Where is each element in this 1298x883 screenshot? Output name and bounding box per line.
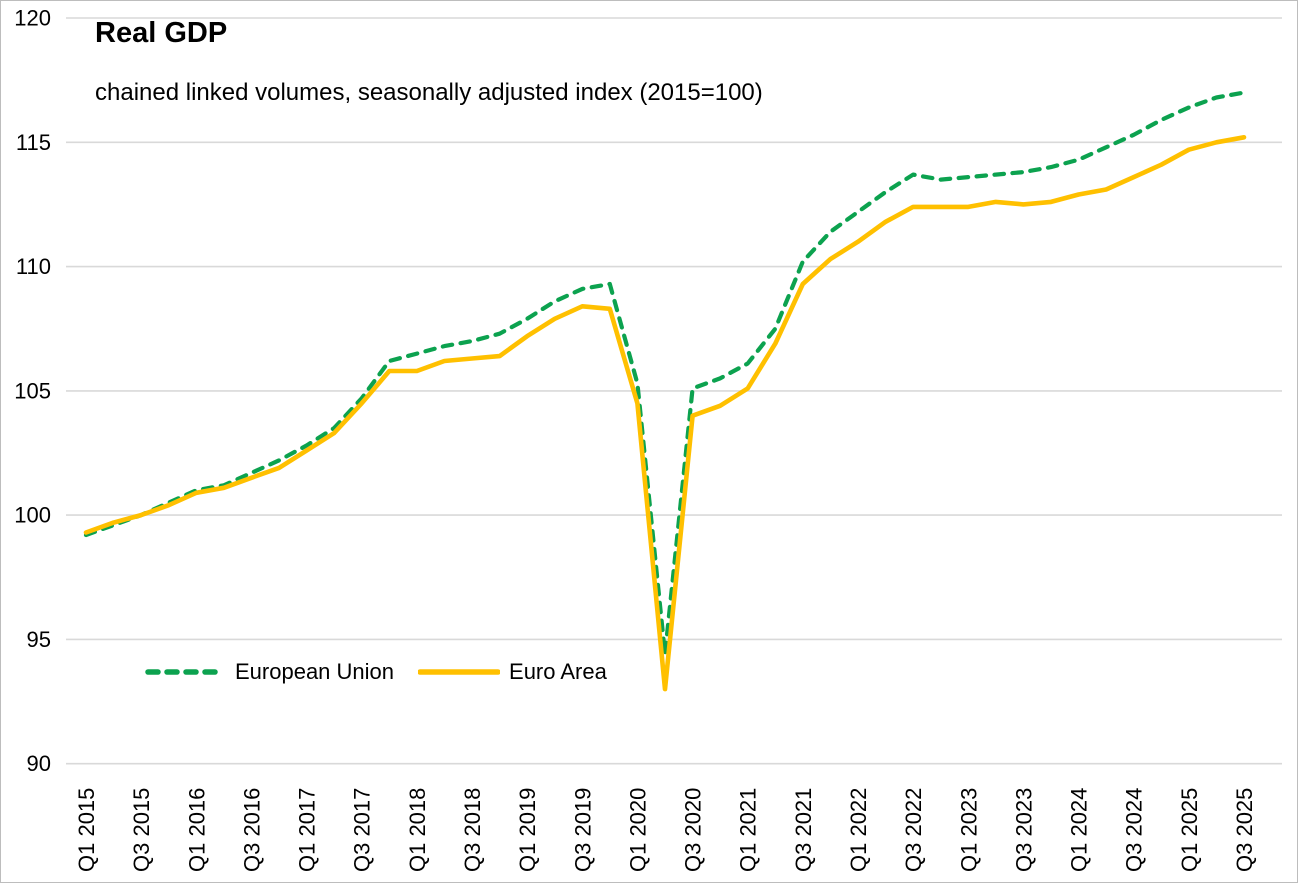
chart-title: Real GDP bbox=[95, 17, 228, 49]
y-axis-label: 115 bbox=[16, 130, 51, 155]
x-axis-label: Q1 2019 bbox=[515, 788, 540, 872]
legend: European Union Euro Area bbox=[144, 659, 607, 685]
x-axis-label: Q1 2025 bbox=[1177, 788, 1202, 872]
y-axis-label: 120 bbox=[14, 6, 51, 31]
y-axis-label: 105 bbox=[14, 378, 51, 403]
legend-label-european-union: European Union bbox=[235, 659, 395, 684]
x-axis-label: Q1 2022 bbox=[846, 788, 871, 872]
x-axis-label: Q1 2015 bbox=[74, 788, 99, 872]
x-axis-label: Q1 2017 bbox=[295, 788, 320, 872]
y-axis-label: 95 bbox=[27, 627, 51, 652]
chart-subtitle: chained linked volumes, seasonally adjus… bbox=[95, 79, 763, 106]
x-axis-label: Q1 2018 bbox=[405, 788, 430, 872]
x-axis-label: Q3 2024 bbox=[1122, 788, 1147, 872]
y-axis-label: 90 bbox=[27, 751, 51, 776]
eu-dashed-line-swatch bbox=[145, 669, 225, 675]
eu-series-line bbox=[83, 90, 1247, 657]
x-axis-label: Q1 2021 bbox=[736, 788, 761, 872]
x-axis-label: Q1 2020 bbox=[625, 788, 650, 872]
x-axis-label: Q3 2023 bbox=[1011, 788, 1036, 872]
euro-area-series-line bbox=[83, 135, 1247, 692]
x-axis-label: Q3 2019 bbox=[570, 788, 595, 872]
x-axis-label: Q3 2020 bbox=[681, 788, 706, 872]
x-axis-label: Q3 2022 bbox=[901, 788, 926, 872]
legend-item-european-union: European Union bbox=[144, 659, 394, 685]
y-axis-label: 110 bbox=[16, 254, 51, 279]
legend-label-euro-area: Euro Area bbox=[509, 659, 607, 684]
x-axis-label: Q1 2016 bbox=[184, 788, 209, 872]
y-axis-label: 100 bbox=[14, 503, 51, 528]
x-axis-label: Q3 2016 bbox=[239, 788, 264, 872]
x-axis-label: Q3 2017 bbox=[350, 788, 375, 872]
x-axis-label: Q3 2018 bbox=[460, 788, 485, 872]
legend-item-euro-area: Euro Area bbox=[418, 659, 607, 685]
euro-area-solid-line-swatch bbox=[418, 669, 501, 675]
x-axis-label: Q3 2015 bbox=[129, 788, 154, 872]
x-axis-label: Q1 2024 bbox=[1067, 788, 1092, 872]
x-axis-label: Q1 2023 bbox=[956, 788, 981, 872]
x-axis-label: Q3 2025 bbox=[1232, 788, 1257, 872]
x-axis-label: Q3 2021 bbox=[791, 788, 816, 872]
